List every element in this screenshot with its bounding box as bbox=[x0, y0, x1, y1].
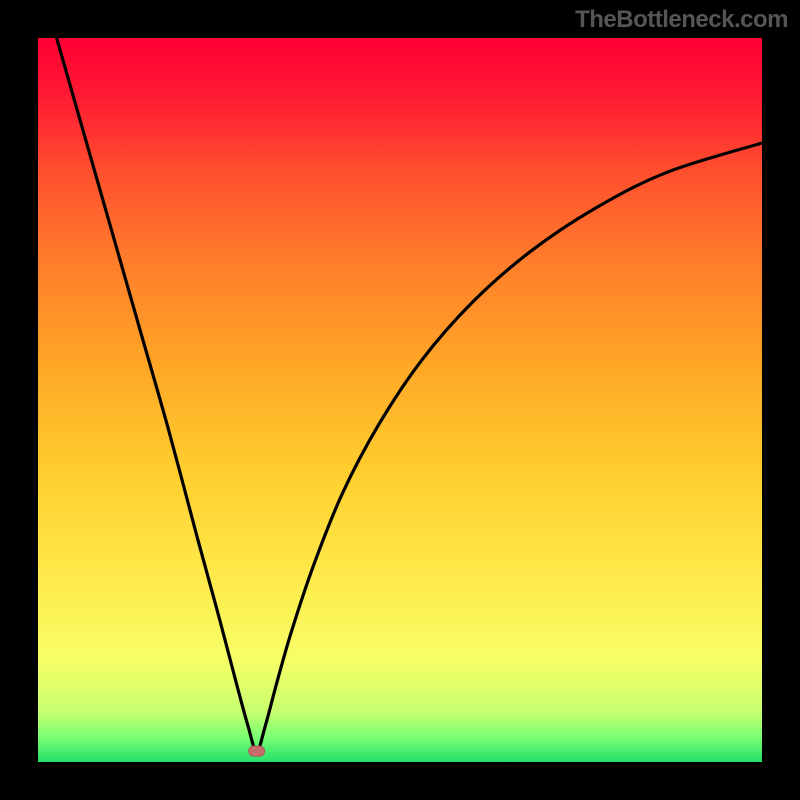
watermark-text: TheBottleneck.com bbox=[575, 6, 788, 34]
plot-background bbox=[38, 38, 762, 762]
optimal-point-marker bbox=[249, 746, 265, 756]
bottleneck-chart bbox=[0, 0, 800, 800]
chart-container: TheBottleneck.com bbox=[0, 0, 800, 800]
